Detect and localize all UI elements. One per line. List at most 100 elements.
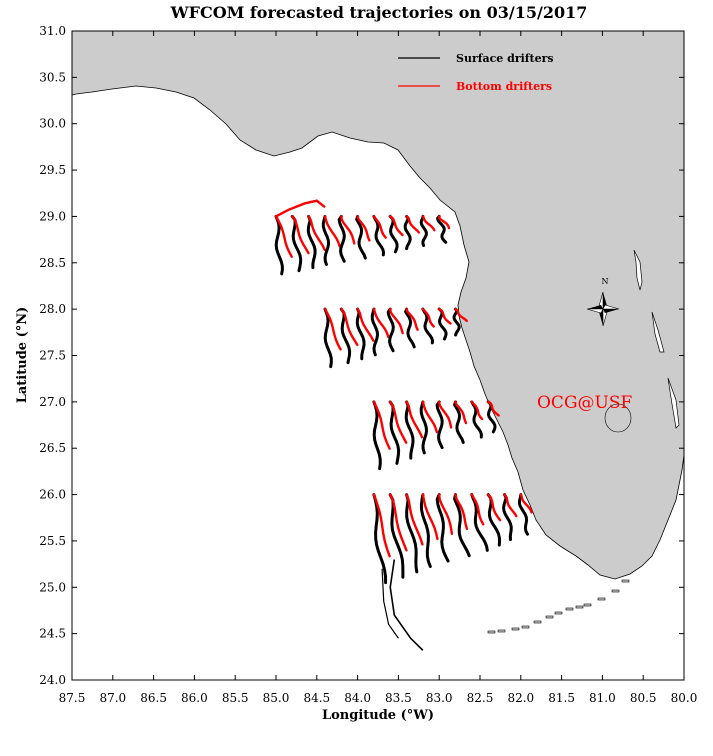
bottom-trajectory xyxy=(340,215,356,245)
bottom-trajectory xyxy=(405,215,421,234)
x-tick-label: 80.5 xyxy=(630,691,657,705)
bottom-trajectory xyxy=(421,400,438,434)
barrier-island xyxy=(667,377,680,429)
y-tick-label: 24.0 xyxy=(39,673,66,687)
bottom-trajectory xyxy=(438,215,451,230)
surface-trajectory xyxy=(453,400,465,444)
surface-trajectory xyxy=(339,307,352,365)
legend-bottom-label: Bottom drifters xyxy=(456,80,552,93)
y-tick-label: 27.0 xyxy=(39,395,66,409)
x-axis-label: Longitude (°W) xyxy=(322,708,434,723)
bottom-trajectory xyxy=(372,493,391,558)
bottom-trajectory xyxy=(454,400,468,425)
map-title: WFCOM forecasted trajectories on 03/15/2… xyxy=(170,3,588,22)
surface-trajectory xyxy=(453,493,471,558)
key-island xyxy=(487,630,496,634)
surface-trajectory xyxy=(306,214,317,270)
y-tick-label: 29.5 xyxy=(39,163,66,177)
bottom-trajectory xyxy=(372,215,387,239)
y-tick-label: 26.5 xyxy=(39,441,66,455)
trajectory-layer xyxy=(274,199,533,651)
key-island xyxy=(575,605,584,609)
x-tick-label: 81.0 xyxy=(589,691,616,705)
x-tick-label: 80.0 xyxy=(671,691,698,705)
surface-trajectory xyxy=(321,214,331,266)
bottom-trajectory xyxy=(405,493,424,546)
surface-trajectory xyxy=(372,493,388,585)
surface-trajectory xyxy=(355,214,367,260)
surface-trajectory xyxy=(372,400,382,471)
surface-trajectory xyxy=(404,307,416,349)
key-island xyxy=(545,615,554,619)
key-island xyxy=(565,607,574,611)
y-tick-label: 30.5 xyxy=(39,70,66,84)
bottom-trajectory xyxy=(405,307,419,331)
surface-trajectory xyxy=(419,493,432,568)
x-tick-label: 83.5 xyxy=(385,691,412,705)
surface-trajectory xyxy=(370,307,379,357)
bottom-trajectory xyxy=(372,400,391,450)
surface-trajectory xyxy=(386,307,395,353)
y-tick-label: 26.0 xyxy=(39,488,66,502)
key-island xyxy=(597,597,606,601)
x-tick-label: 86.5 xyxy=(140,691,167,705)
bottom-trajectory xyxy=(389,307,404,335)
key-island xyxy=(583,603,592,607)
surface-trajectory xyxy=(388,400,401,465)
key-island xyxy=(611,589,620,593)
bottom-trajectory xyxy=(389,215,404,237)
surface-trajectory xyxy=(486,493,501,547)
bottom-trajectory xyxy=(454,307,468,322)
y-axis-label: Latitude (°N) xyxy=(15,307,30,404)
bottom-trajectory xyxy=(503,493,518,518)
bottom-trajectory xyxy=(323,307,342,351)
y-tick-label: 30.0 xyxy=(39,117,66,131)
surface-trajectory xyxy=(337,214,346,263)
bottom-trajectory xyxy=(372,307,390,338)
y-tick-label: 28.0 xyxy=(39,302,66,316)
surface-trajectory xyxy=(435,493,450,563)
bottom-trajectory xyxy=(438,307,452,325)
surface-trajectory xyxy=(323,307,333,369)
bottom-trajectory xyxy=(389,493,408,552)
bottom-trajectory xyxy=(291,215,310,255)
bottom-trajectory xyxy=(275,199,326,218)
y-tick-label: 31.0 xyxy=(39,24,66,38)
x-tick-label: 84.5 xyxy=(303,691,330,705)
legend: Surface drifters Bottom drifters xyxy=(398,52,554,93)
bottom-trajectory xyxy=(421,493,439,541)
bottom-trajectory xyxy=(487,493,502,522)
y-tick-label: 24.5 xyxy=(39,627,66,641)
surface-trajectory xyxy=(274,214,284,276)
x-tick-label: 85.0 xyxy=(263,691,290,705)
y-tick-label: 29.0 xyxy=(39,209,66,223)
surface-trajectory xyxy=(502,493,513,542)
x-tick-label: 85.5 xyxy=(222,691,249,705)
bottom-trajectory xyxy=(307,215,326,251)
bottom-trajectory xyxy=(454,493,469,531)
watermark: OCG@USF xyxy=(537,393,632,413)
barrier-island xyxy=(651,311,665,353)
surface-trajectory xyxy=(437,307,448,341)
x-tick-label: 81.5 xyxy=(548,691,575,705)
legend-surface-label: Surface drifters xyxy=(456,52,554,65)
lake-okeechobee xyxy=(604,403,632,433)
surface-trajectory xyxy=(435,400,444,450)
x-tick-label: 87.5 xyxy=(59,691,86,705)
x-tick-label: 83.0 xyxy=(426,691,453,705)
key-island xyxy=(511,627,520,631)
surface-trajectory xyxy=(403,214,412,251)
x-tick-label: 82.5 xyxy=(467,691,494,705)
bottom-trajectory xyxy=(340,307,359,347)
x-tick-label: 82.0 xyxy=(507,691,534,705)
y-axis-ticks: 24.0 24.5 25.0 25.5 26.0 26.5 27.0 27.5 28.0 28.5… xyxy=(39,24,684,687)
bottom-trajectory xyxy=(438,493,454,535)
surface-trajectory xyxy=(290,214,303,273)
y-tick-label: 25.5 xyxy=(39,534,66,548)
florida-land xyxy=(71,30,685,634)
surface-trajectory xyxy=(355,307,366,361)
surface-trajectory xyxy=(517,493,529,536)
compass-north-label: N xyxy=(602,277,609,286)
bottom-trajectory xyxy=(274,215,293,258)
